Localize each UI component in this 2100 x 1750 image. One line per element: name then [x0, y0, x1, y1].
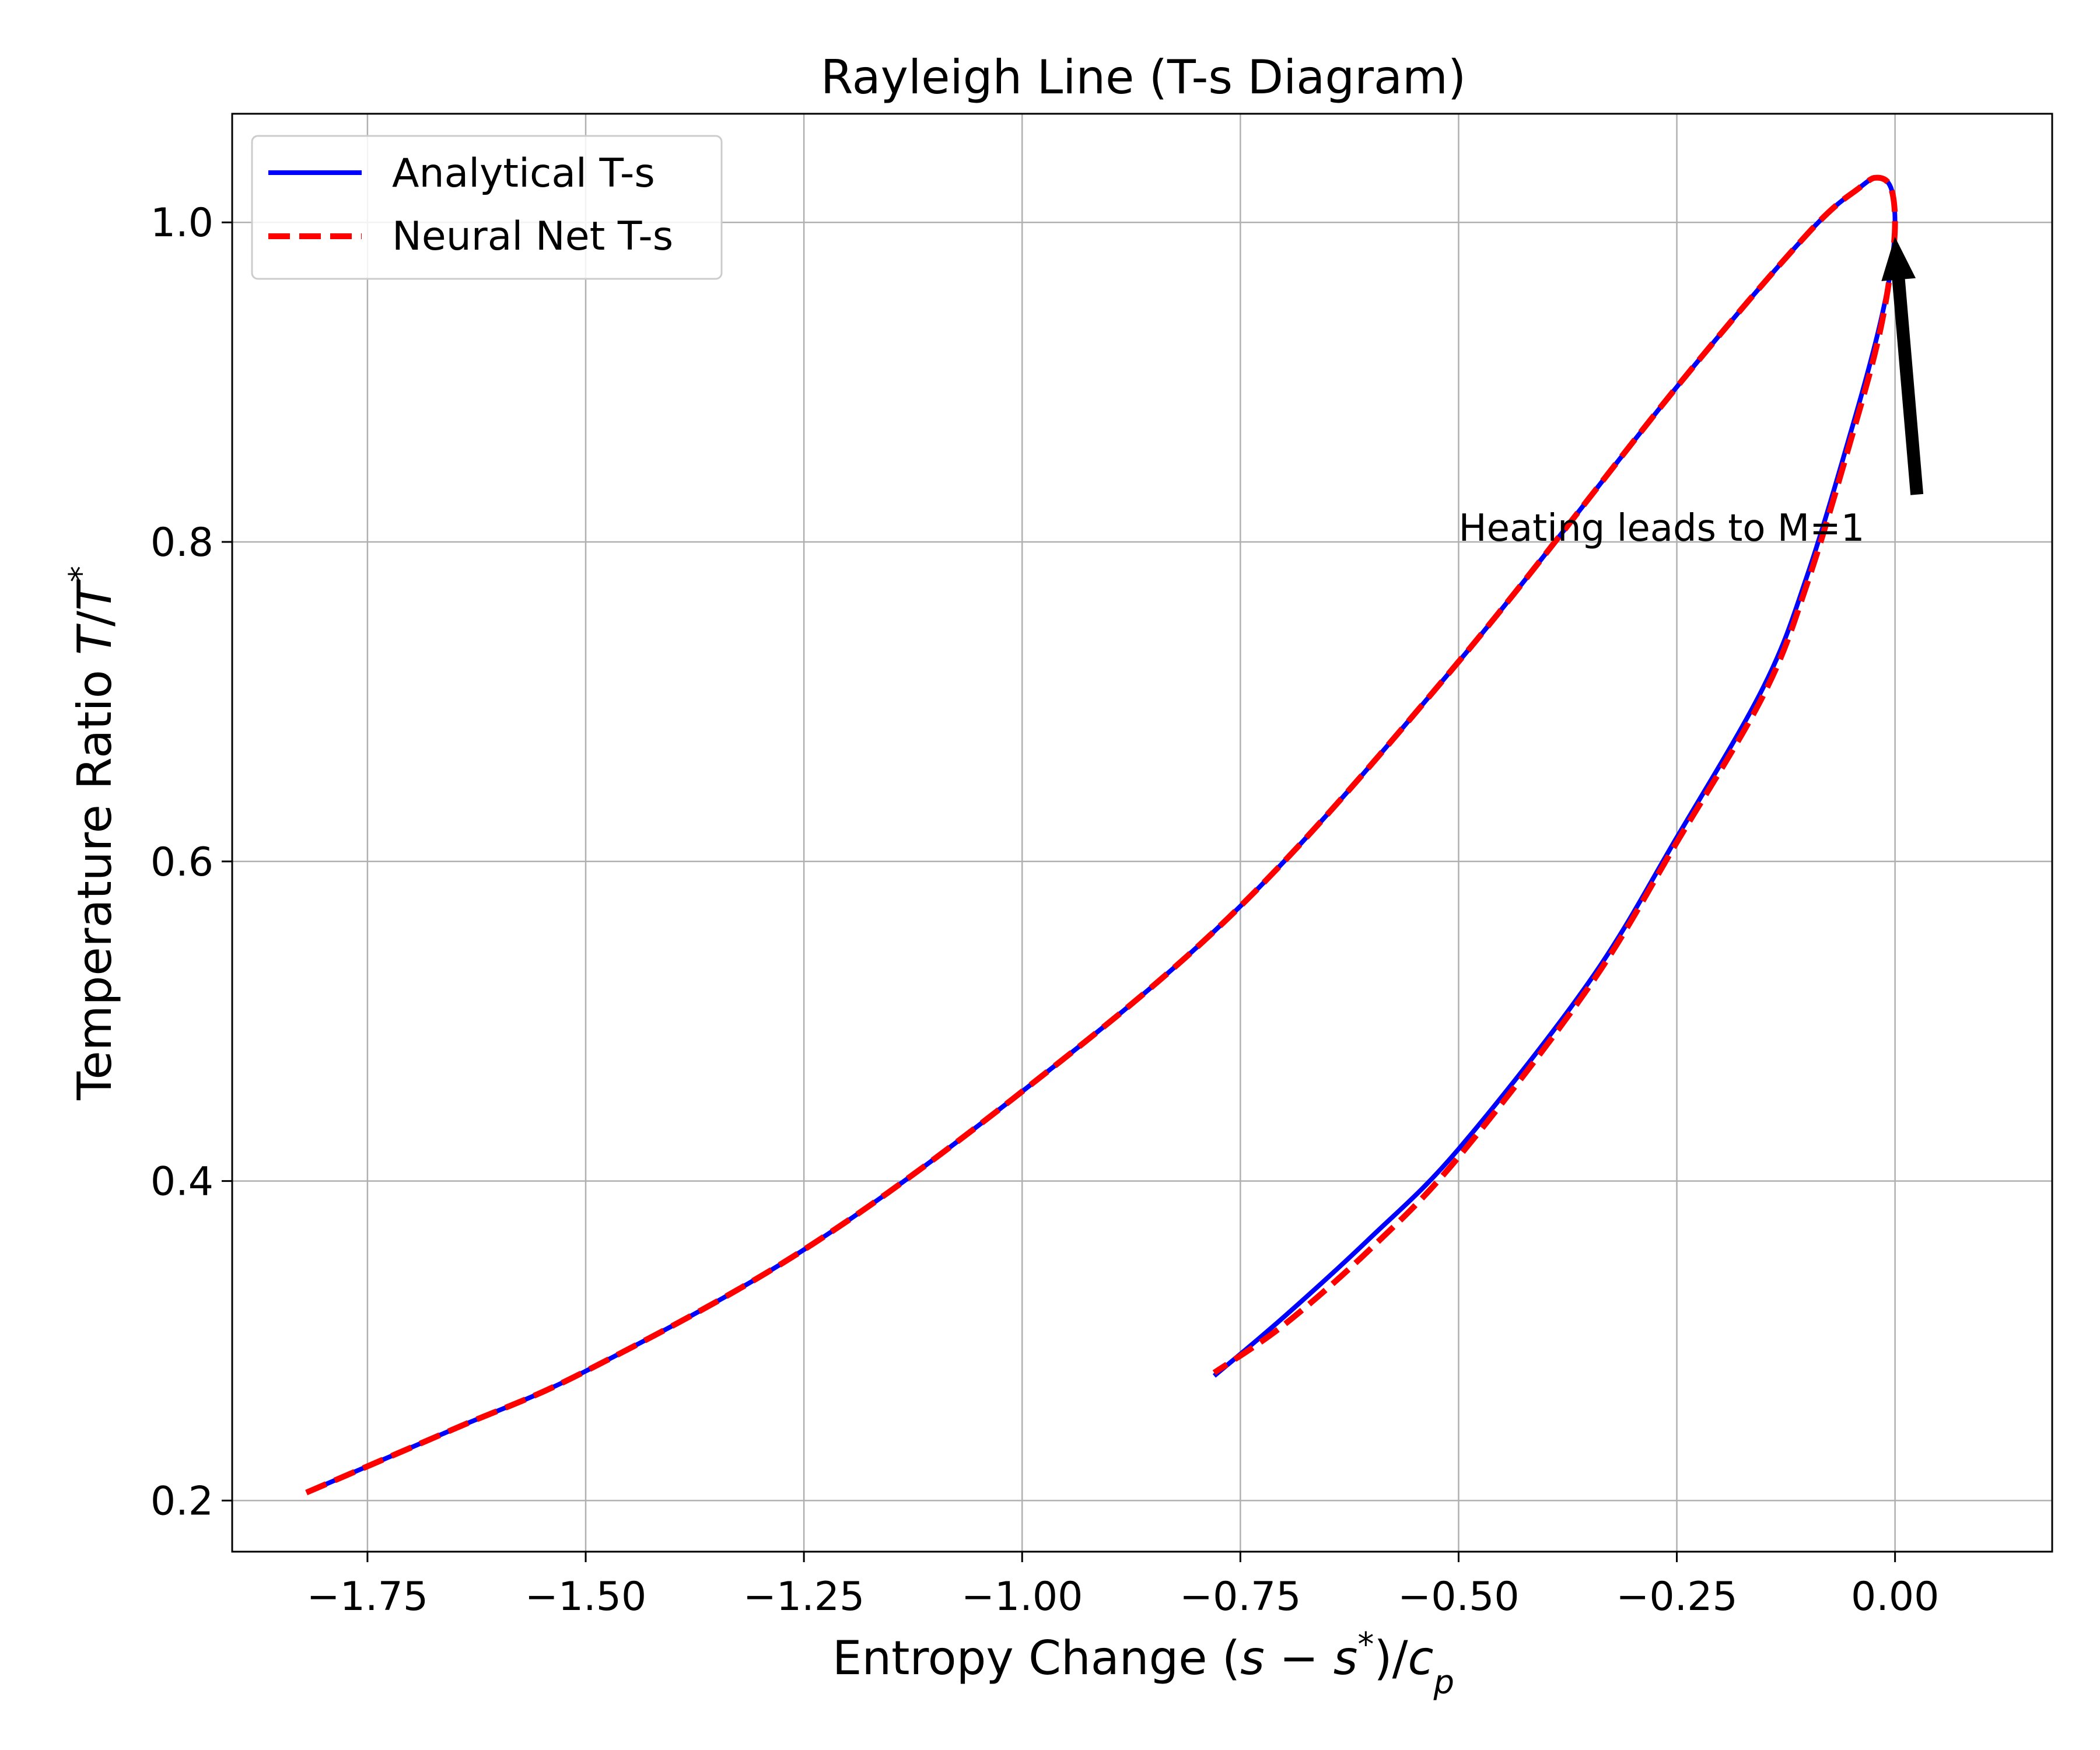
- x-tick-label: −0.25: [1616, 1574, 1737, 1620]
- x-tick-label: −1.75: [307, 1574, 428, 1620]
- y-tick-label: 0.4: [150, 1159, 214, 1205]
- annotation: Heating leads to M=1: [1458, 236, 1924, 550]
- y-tick-label: 0.8: [150, 520, 214, 566]
- plot-frame: [231, 113, 2053, 1553]
- series-group: [305, 174, 1898, 1496]
- x-tick-label: −1.50: [525, 1574, 646, 1620]
- chart-title: Rayleigh Line (T-s Diagram): [821, 50, 1466, 104]
- y-tick-label: 0.6: [150, 839, 214, 886]
- axis-ticks: −1.75 −1.50 −1.25 −1.00 −0.75 −0.50 −0.25 0.00 0…: [150, 200, 1940, 1620]
- y-tick-label: 0.2: [150, 1478, 214, 1524]
- legend-label-neural-net: Neural Net T-s: [392, 214, 673, 260]
- x-tick-label: −0.50: [1398, 1574, 1519, 1620]
- legend: Analytical T-s Neural Net T-s: [251, 135, 723, 280]
- x-tick-label: 0.00: [1851, 1574, 1939, 1620]
- annotation-text: Heating leads to M=1: [1458, 507, 1864, 550]
- x-tick-label: −1.25: [743, 1574, 864, 1620]
- x-tick-label: −0.75: [1180, 1574, 1301, 1620]
- x-tick-label: −1.00: [961, 1574, 1083, 1620]
- legend-box: [251, 135, 723, 280]
- y-tick-label: 1.0: [150, 200, 214, 246]
- annotation-arrow: [1881, 236, 1924, 495]
- legend-label-analytical: Analytical T-s: [392, 150, 655, 197]
- y-axis-label: Temperature Ratio T/T*: [62, 566, 123, 1101]
- series-neural-net-line: [305, 174, 1898, 1496]
- x-axis-label: Entropy Change (s − s*)/cp: [832, 1626, 1454, 1702]
- grid: [232, 114, 2052, 1552]
